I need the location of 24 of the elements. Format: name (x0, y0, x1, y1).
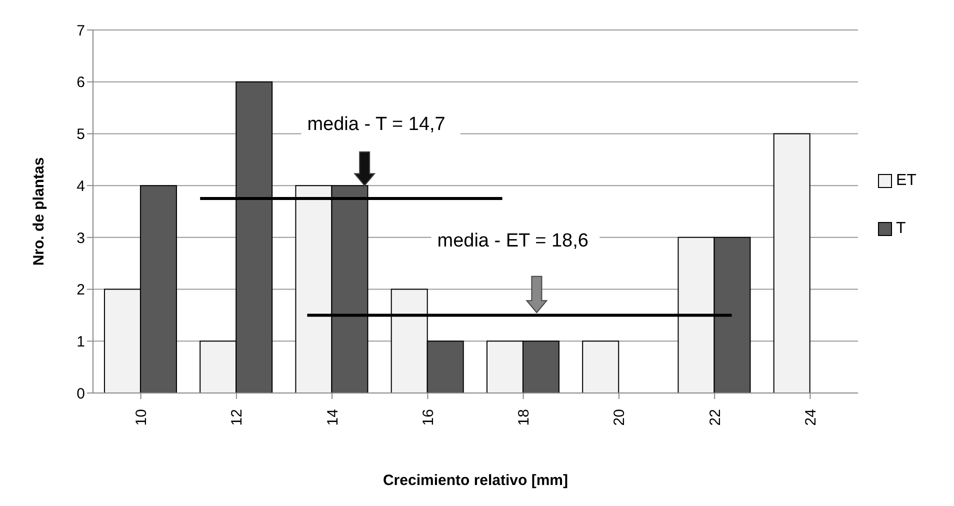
x-tick-label: 20 (611, 409, 628, 426)
y-tick-label: 4 (76, 178, 85, 195)
x-tick-label: 24 (802, 409, 820, 426)
y-tick-label: 5 (76, 126, 85, 144)
y-tick-label: 0 (76, 385, 85, 402)
x-tick-label: 14 (324, 409, 342, 426)
x-tick-label: 22 (706, 409, 724, 426)
y-tick-label: 2 (76, 282, 85, 299)
x-axis-title: Crecimiento relativo [mm] (382, 472, 568, 489)
annotation: media - T = 14,7 (307, 114, 446, 135)
x-tick-label: 12 (228, 409, 246, 426)
bar (582, 340, 620, 393)
x-tick-label: 16 (420, 409, 437, 426)
y-tick-label: 6 (76, 74, 85, 92)
bar (773, 133, 810, 393)
annotation: media - ET = 18,6 (437, 230, 588, 252)
y-tick-label: 7 (76, 22, 85, 40)
x-tick-label: 18 (516, 409, 533, 426)
y-tick-label: 3 (76, 230, 85, 247)
legend-label: T (896, 220, 906, 238)
y-tick-label: 1 (76, 333, 85, 350)
legend-label: ET (896, 172, 916, 190)
x-tick-label: 10 (133, 409, 150, 426)
y-axis-title: Nro. de plantas (30, 157, 48, 266)
